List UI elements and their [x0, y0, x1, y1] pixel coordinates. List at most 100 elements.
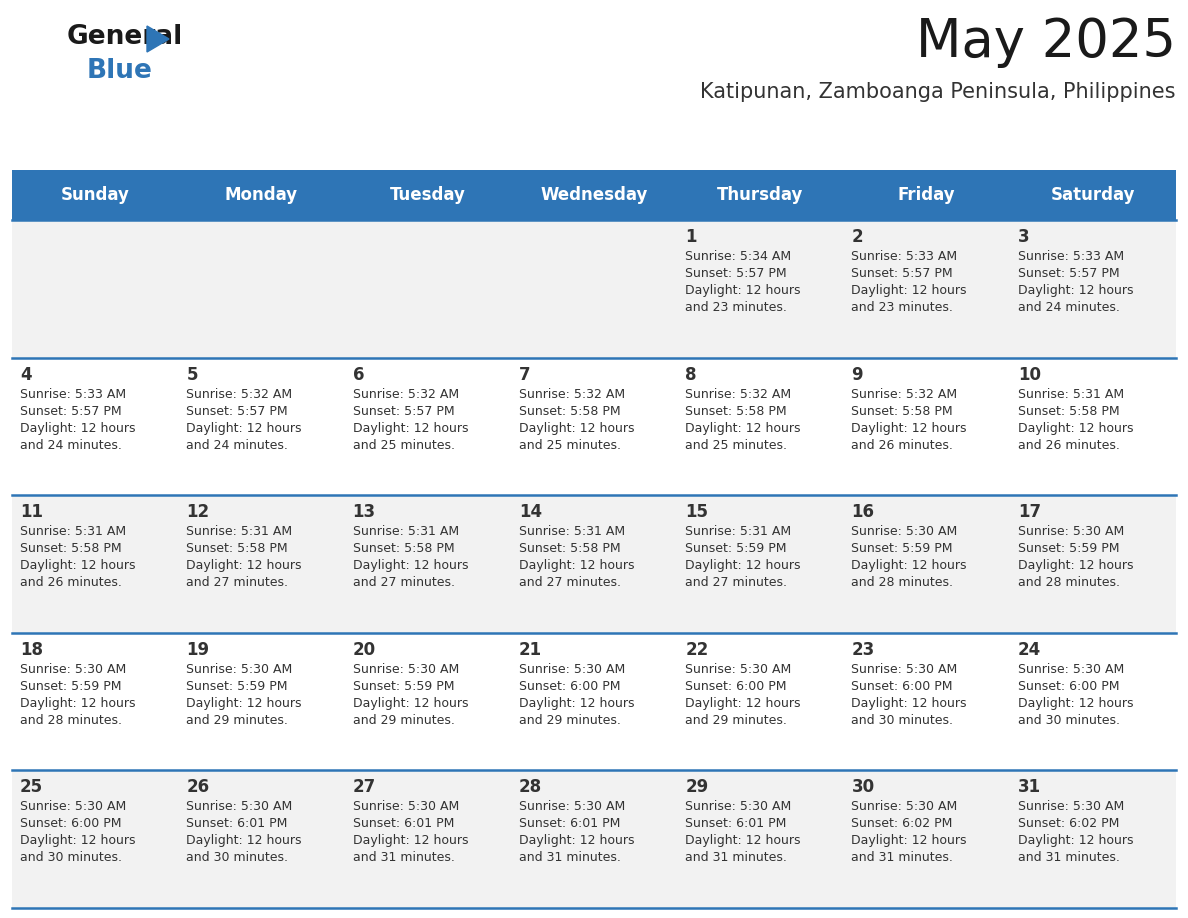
Bar [1010, 633, 1176, 770]
Text: Sunset: 5:59 PM: Sunset: 5:59 PM [852, 543, 953, 555]
Text: 13: 13 [353, 503, 375, 521]
Text: 23: 23 [852, 641, 874, 659]
Text: and 30 minutes.: and 30 minutes. [20, 851, 122, 865]
Bar [1010, 358, 1176, 495]
Text: 11: 11 [20, 503, 43, 521]
Bar [178, 633, 345, 770]
Text: 15: 15 [685, 503, 708, 521]
Bar [345, 170, 511, 220]
Text: Sunset: 6:00 PM: Sunset: 6:00 PM [852, 680, 953, 693]
Text: Sunrise: 5:30 AM: Sunrise: 5:30 AM [1018, 663, 1124, 676]
Text: Wednesday: Wednesday [541, 186, 647, 204]
Text: and 28 minutes.: and 28 minutes. [1018, 577, 1120, 589]
Text: Daylight: 12 hours: Daylight: 12 hours [685, 697, 801, 710]
Text: Daylight: 12 hours: Daylight: 12 hours [353, 697, 468, 710]
Text: and 30 minutes.: and 30 minutes. [187, 851, 289, 865]
Text: Sunrise: 5:30 AM: Sunrise: 5:30 AM [519, 663, 625, 676]
Text: 20: 20 [353, 641, 375, 659]
Text: Friday: Friday [898, 186, 955, 204]
Text: Sunset: 5:57 PM: Sunset: 5:57 PM [187, 405, 287, 418]
Bar [12, 170, 178, 220]
Text: 25: 25 [20, 778, 43, 797]
Text: Sunrise: 5:30 AM: Sunrise: 5:30 AM [852, 800, 958, 813]
Text: 29: 29 [685, 778, 708, 797]
Text: Sunset: 5:57 PM: Sunset: 5:57 PM [852, 267, 953, 280]
Text: Sunrise: 5:33 AM: Sunrise: 5:33 AM [1018, 250, 1124, 263]
Text: Sunrise: 5:30 AM: Sunrise: 5:30 AM [519, 800, 625, 813]
Text: Daylight: 12 hours: Daylight: 12 hours [1018, 284, 1133, 297]
Text: Sunset: 6:01 PM: Sunset: 6:01 PM [519, 817, 620, 831]
Text: 27: 27 [353, 778, 375, 797]
Text: Sunrise: 5:32 AM: Sunrise: 5:32 AM [685, 387, 791, 400]
Text: and 23 minutes.: and 23 minutes. [685, 301, 786, 314]
Text: Daylight: 12 hours: Daylight: 12 hours [1018, 421, 1133, 434]
Text: Sunrise: 5:30 AM: Sunrise: 5:30 AM [852, 525, 958, 538]
Bar [843, 358, 1010, 495]
Text: Sunrise: 5:31 AM: Sunrise: 5:31 AM [353, 525, 459, 538]
Bar [843, 633, 1010, 770]
Text: Sunrise: 5:32 AM: Sunrise: 5:32 AM [353, 387, 459, 400]
Text: 30: 30 [852, 778, 874, 797]
Bar [178, 170, 345, 220]
Bar [677, 770, 843, 908]
Text: 17: 17 [1018, 503, 1041, 521]
Text: 26: 26 [187, 778, 209, 797]
Text: Sunset: 6:00 PM: Sunset: 6:00 PM [685, 680, 786, 693]
Bar [511, 170, 677, 220]
Text: Sunset: 5:58 PM: Sunset: 5:58 PM [519, 405, 620, 418]
Text: Daylight: 12 hours: Daylight: 12 hours [20, 421, 135, 434]
Text: and 27 minutes.: and 27 minutes. [685, 577, 788, 589]
Text: Sunrise: 5:32 AM: Sunrise: 5:32 AM [187, 387, 292, 400]
Bar [1010, 220, 1176, 358]
Text: Daylight: 12 hours: Daylight: 12 hours [187, 421, 302, 434]
Text: Sunset: 5:57 PM: Sunset: 5:57 PM [20, 405, 121, 418]
Text: 2: 2 [852, 228, 862, 246]
Text: Sunrise: 5:31 AM: Sunrise: 5:31 AM [1018, 387, 1124, 400]
Bar [1010, 770, 1176, 908]
Text: Sunset: 5:57 PM: Sunset: 5:57 PM [1018, 267, 1119, 280]
Text: Monday: Monday [225, 186, 298, 204]
Bar [178, 495, 345, 633]
Text: and 28 minutes.: and 28 minutes. [852, 577, 954, 589]
Text: and 27 minutes.: and 27 minutes. [519, 577, 621, 589]
Text: Sunrise: 5:30 AM: Sunrise: 5:30 AM [1018, 525, 1124, 538]
Bar [1010, 170, 1176, 220]
Text: 1: 1 [685, 228, 696, 246]
Text: 18: 18 [20, 641, 43, 659]
Text: Sunrise: 5:31 AM: Sunrise: 5:31 AM [20, 525, 126, 538]
Bar [677, 358, 843, 495]
Text: and 25 minutes.: and 25 minutes. [353, 439, 455, 452]
Text: Sunrise: 5:30 AM: Sunrise: 5:30 AM [1018, 800, 1124, 813]
Text: Sunset: 5:59 PM: Sunset: 5:59 PM [685, 543, 786, 555]
Text: Daylight: 12 hours: Daylight: 12 hours [519, 697, 634, 710]
Text: Sunset: 5:58 PM: Sunset: 5:58 PM [20, 543, 121, 555]
Text: 12: 12 [187, 503, 209, 521]
Text: Daylight: 12 hours: Daylight: 12 hours [685, 421, 801, 434]
Text: Daylight: 12 hours: Daylight: 12 hours [685, 284, 801, 297]
Text: Daylight: 12 hours: Daylight: 12 hours [685, 559, 801, 572]
Text: Sunset: 5:58 PM: Sunset: 5:58 PM [519, 543, 620, 555]
Text: Sunrise: 5:30 AM: Sunrise: 5:30 AM [20, 800, 126, 813]
Text: Sunset: 6:02 PM: Sunset: 6:02 PM [1018, 817, 1119, 831]
Bar [677, 633, 843, 770]
Text: Daylight: 12 hours: Daylight: 12 hours [20, 697, 135, 710]
Text: Daylight: 12 hours: Daylight: 12 hours [20, 834, 135, 847]
Text: 8: 8 [685, 365, 696, 384]
Bar [843, 170, 1010, 220]
Bar [12, 220, 178, 358]
Text: Sunset: 5:58 PM: Sunset: 5:58 PM [852, 405, 953, 418]
Bar [843, 495, 1010, 633]
Text: Sunset: 5:58 PM: Sunset: 5:58 PM [1018, 405, 1119, 418]
Text: 9: 9 [852, 365, 862, 384]
Text: and 30 minutes.: and 30 minutes. [852, 714, 954, 727]
Text: Sunday: Sunday [61, 186, 129, 204]
Bar [843, 220, 1010, 358]
Text: Daylight: 12 hours: Daylight: 12 hours [519, 559, 634, 572]
Text: Sunrise: 5:30 AM: Sunrise: 5:30 AM [685, 800, 791, 813]
Text: Sunset: 6:00 PM: Sunset: 6:00 PM [1018, 680, 1119, 693]
Bar [345, 633, 511, 770]
Text: Daylight: 12 hours: Daylight: 12 hours [353, 421, 468, 434]
Text: Sunrise: 5:34 AM: Sunrise: 5:34 AM [685, 250, 791, 263]
Text: and 28 minutes.: and 28 minutes. [20, 714, 122, 727]
Bar [511, 770, 677, 908]
